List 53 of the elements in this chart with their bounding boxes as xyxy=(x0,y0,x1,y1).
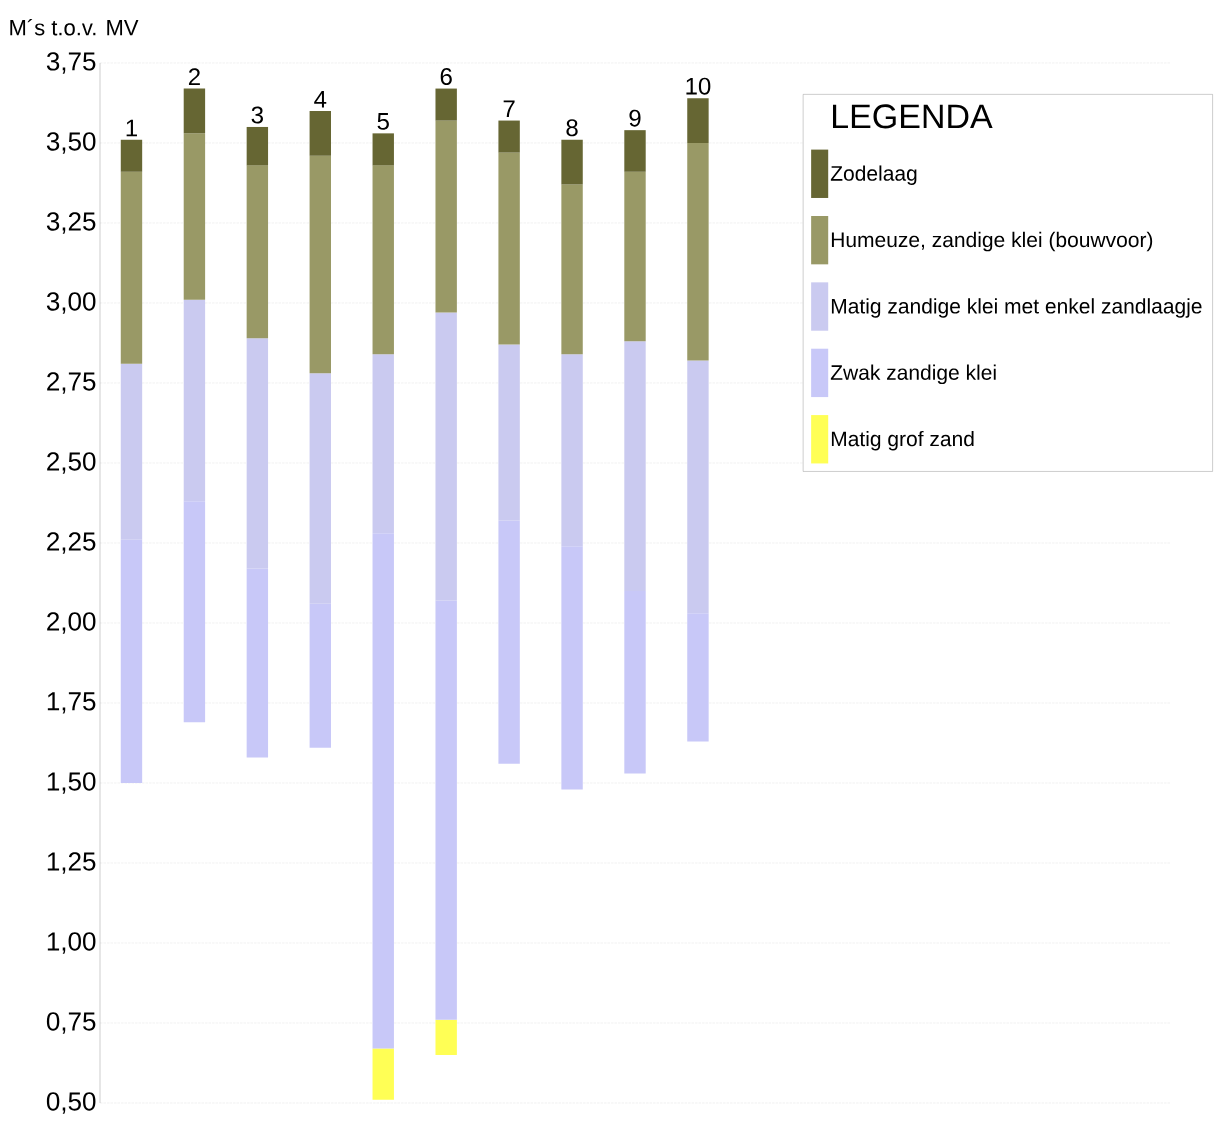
x-tick-label: 8 xyxy=(566,119,578,137)
bar xyxy=(372,1048,394,1100)
legend-title: LEGENDA xyxy=(833,104,993,129)
bar xyxy=(309,155,331,374)
x-tick-label: 9 xyxy=(629,109,641,127)
bar xyxy=(309,110,331,156)
y-tick-label: 0,50 xyxy=(46,1092,96,1114)
y-tick-label: 3,75 xyxy=(46,52,96,74)
bar xyxy=(120,139,143,172)
bar xyxy=(498,120,520,153)
bar xyxy=(435,1019,457,1055)
y-tick-label: 1,50 xyxy=(47,772,96,794)
x-tick-label: 10 xyxy=(686,77,711,95)
bar xyxy=(435,120,457,313)
y-tick-label: 1,25 xyxy=(47,852,96,874)
bar xyxy=(687,98,709,143)
bar xyxy=(435,88,457,121)
y-tick-label: 3,25 xyxy=(46,212,96,234)
x-tick-label: 4 xyxy=(314,90,327,108)
bar xyxy=(372,133,394,166)
bar xyxy=(183,133,206,300)
x-tick-label: 5 xyxy=(377,113,389,130)
bar xyxy=(561,139,583,185)
bar xyxy=(246,165,269,339)
y-tick-label: 3,00 xyxy=(46,292,96,314)
x-tick-label: 6 xyxy=(440,68,452,86)
legend-label: Zwak zandige klei xyxy=(830,364,996,385)
bar xyxy=(624,130,646,172)
legend-label: Matig zandige klei met enkel zandlaagje xyxy=(831,298,1202,318)
x-tick-label: 3 xyxy=(251,106,263,124)
x-tick-label: 7 xyxy=(503,100,515,118)
legend-label: Humeuze, zandige klei (bouwvoor) xyxy=(831,231,1153,252)
y-tick-label: 2,50 xyxy=(47,452,96,474)
y-tick-label: 2,00 xyxy=(47,612,96,634)
bar xyxy=(120,171,143,364)
bar xyxy=(687,142,709,361)
y-tick-label: 1,00 xyxy=(47,932,96,954)
legend-label: Matig grof zand xyxy=(831,430,974,451)
y-tick-label: 2,75 xyxy=(47,372,96,394)
bar xyxy=(183,88,206,134)
y-axis-title: M´s t.o.v. MV xyxy=(10,19,139,36)
y-tick-label: 1,75 xyxy=(47,692,96,714)
x-tick-label: 2 xyxy=(188,68,200,86)
bar xyxy=(246,126,269,166)
y-tick-label: 2,25 xyxy=(47,532,96,554)
legend-label: Zodelaag xyxy=(830,165,917,186)
y-tick-label: 0,75 xyxy=(46,1012,96,1034)
y-tick-label: 3,50 xyxy=(46,132,96,154)
bar xyxy=(498,152,520,345)
bar xyxy=(624,171,646,342)
x-tick-label: 1 xyxy=(126,119,137,137)
bar xyxy=(372,165,394,355)
bar xyxy=(561,184,583,355)
